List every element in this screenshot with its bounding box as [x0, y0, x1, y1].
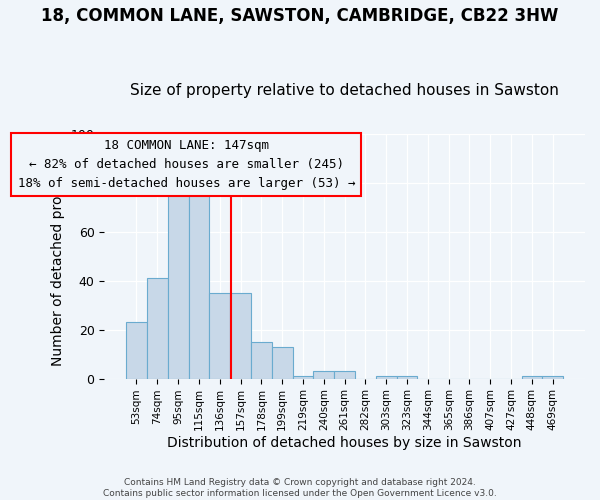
Bar — [168, 180, 188, 378]
Bar — [147, 278, 168, 378]
Bar — [272, 347, 293, 378]
Bar — [209, 293, 230, 378]
Bar — [293, 376, 313, 378]
Bar — [188, 173, 209, 378]
Bar — [542, 376, 563, 378]
Bar — [376, 376, 397, 378]
Bar — [334, 372, 355, 378]
X-axis label: Distribution of detached houses by size in Sawston: Distribution of detached houses by size … — [167, 436, 522, 450]
Text: Contains HM Land Registry data © Crown copyright and database right 2024.
Contai: Contains HM Land Registry data © Crown c… — [103, 478, 497, 498]
Y-axis label: Number of detached properties: Number of detached properties — [51, 147, 65, 366]
Text: 18 COMMON LANE: 147sqm
← 82% of detached houses are smaller (245)
18% of semi-de: 18 COMMON LANE: 147sqm ← 82% of detached… — [17, 139, 355, 190]
Title: Size of property relative to detached houses in Sawston: Size of property relative to detached ho… — [130, 83, 559, 98]
Bar — [521, 376, 542, 378]
Bar — [313, 372, 334, 378]
Bar — [397, 376, 418, 378]
Bar — [126, 322, 147, 378]
Text: 18, COMMON LANE, SAWSTON, CAMBRIDGE, CB22 3HW: 18, COMMON LANE, SAWSTON, CAMBRIDGE, CB2… — [41, 8, 559, 26]
Bar — [230, 293, 251, 378]
Bar — [251, 342, 272, 378]
